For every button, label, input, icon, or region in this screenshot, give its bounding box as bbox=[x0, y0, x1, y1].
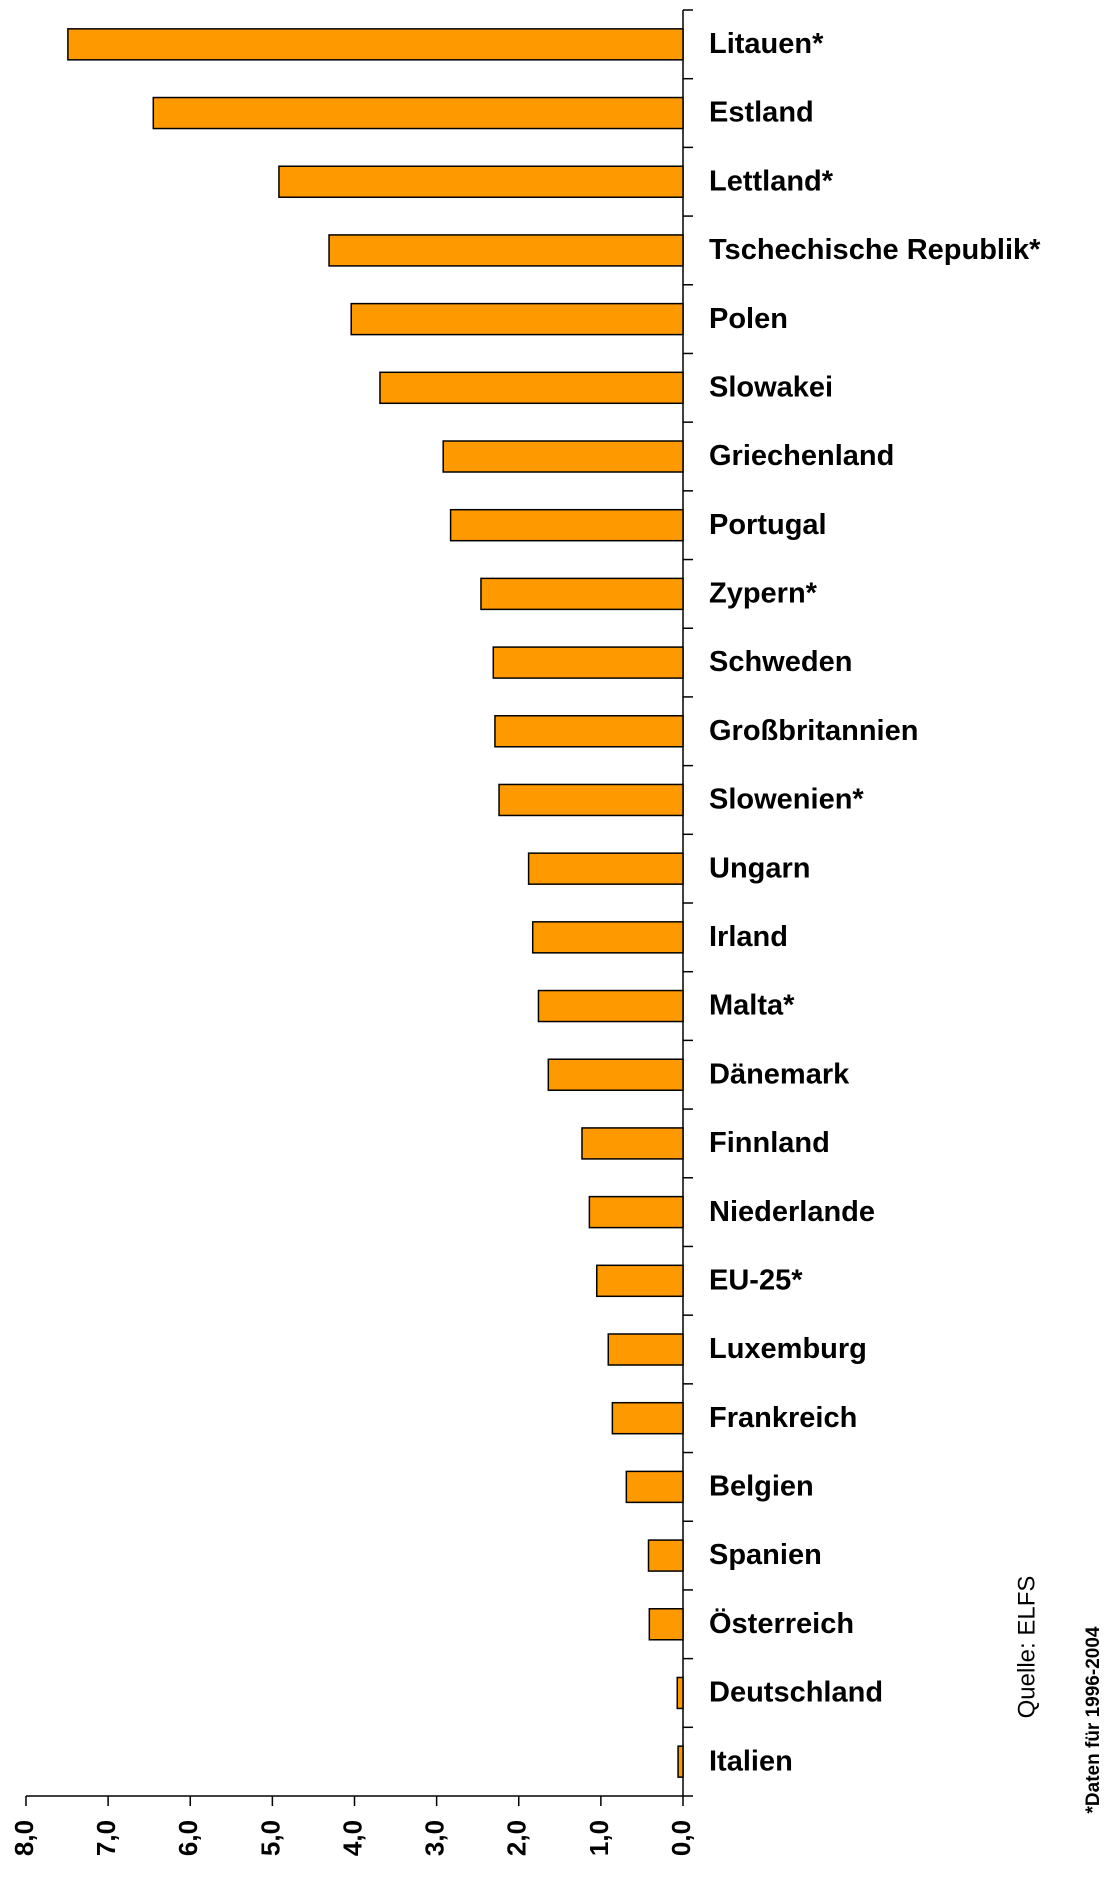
bar bbox=[607, 1333, 684, 1366]
bar bbox=[648, 1608, 684, 1641]
y-tick-label: Malta* bbox=[709, 990, 795, 1022]
y-tick-label: Zypern* bbox=[709, 578, 818, 610]
y-tick-label: Luxemburg bbox=[709, 1333, 867, 1365]
y-tick-label: Irland bbox=[709, 921, 788, 953]
y-tick-label: Tschechische Republik* bbox=[709, 234, 1041, 266]
bar bbox=[625, 1470, 684, 1504]
source-note: Quelle: ELFS bbox=[1013, 1576, 1040, 1719]
x-tick-label: 1,0 bbox=[584, 1820, 614, 1856]
bar bbox=[611, 1401, 684, 1435]
y-tick-label: Slowakei bbox=[709, 371, 833, 403]
y-tick-label: Spanien bbox=[709, 1539, 822, 1571]
bar bbox=[581, 1127, 684, 1160]
x-tick-label: 4,0 bbox=[337, 1820, 367, 1856]
x-tick-label: 2,0 bbox=[502, 1820, 532, 1856]
y-tick-label: Belgien bbox=[709, 1471, 814, 1503]
bar bbox=[449, 508, 684, 542]
bar bbox=[442, 440, 684, 473]
bar bbox=[67, 28, 684, 61]
y-tick-label: Finnland bbox=[709, 1127, 830, 1159]
bar bbox=[547, 1058, 684, 1091]
bar bbox=[677, 1745, 684, 1778]
bar bbox=[494, 715, 684, 748]
bar bbox=[379, 371, 684, 405]
y-tick-label: Großbritannien bbox=[709, 715, 918, 747]
y-tick-label: Frankreich bbox=[709, 1402, 857, 1434]
y-tick-label: Dänemark bbox=[709, 1058, 850, 1090]
x-tick-label: 3,0 bbox=[420, 1820, 450, 1856]
x-tick-label: 8,0 bbox=[9, 1820, 39, 1856]
x-tick-label: 6,0 bbox=[173, 1820, 203, 1856]
y-tick-label: Griechenland bbox=[709, 440, 894, 472]
y-tick-label: Estland bbox=[709, 97, 814, 129]
bar bbox=[350, 302, 684, 336]
y-tick-label: Deutschland bbox=[709, 1677, 883, 1709]
bar bbox=[152, 96, 684, 130]
bar bbox=[492, 646, 684, 679]
bar bbox=[278, 165, 684, 198]
bar bbox=[647, 1539, 684, 1572]
y-tick-label: Ungarn bbox=[709, 852, 811, 884]
bar bbox=[531, 921, 684, 954]
y-tick-label: Schweden bbox=[709, 646, 852, 678]
y-tick-label: Slowenien* bbox=[709, 784, 864, 816]
bar bbox=[498, 783, 684, 817]
y-tick-label: EU-25* bbox=[709, 1264, 803, 1296]
footnote: *Daten für 1996-2004 bbox=[1083, 1626, 1104, 1813]
y-tick-label: Lettland* bbox=[709, 165, 834, 197]
bar bbox=[537, 989, 684, 1023]
y-tick-label: Litauen* bbox=[709, 28, 824, 60]
x-tick-label: 5,0 bbox=[255, 1820, 285, 1856]
bar bbox=[676, 1676, 684, 1710]
bar bbox=[328, 234, 684, 267]
bar bbox=[588, 1195, 684, 1229]
bar bbox=[596, 1264, 684, 1298]
y-tick-label: Italien bbox=[709, 1745, 793, 1777]
x-tick-label: 7,0 bbox=[91, 1820, 121, 1856]
bar bbox=[480, 577, 684, 611]
y-tick-label: Portugal bbox=[709, 509, 827, 541]
y-tick-label: Österreich bbox=[709, 1607, 854, 1640]
x-tick-label: 0,0 bbox=[666, 1820, 696, 1856]
y-tick-label: Polen bbox=[709, 303, 788, 335]
bar bbox=[527, 852, 684, 885]
y-tick-label: Niederlande bbox=[709, 1196, 875, 1228]
